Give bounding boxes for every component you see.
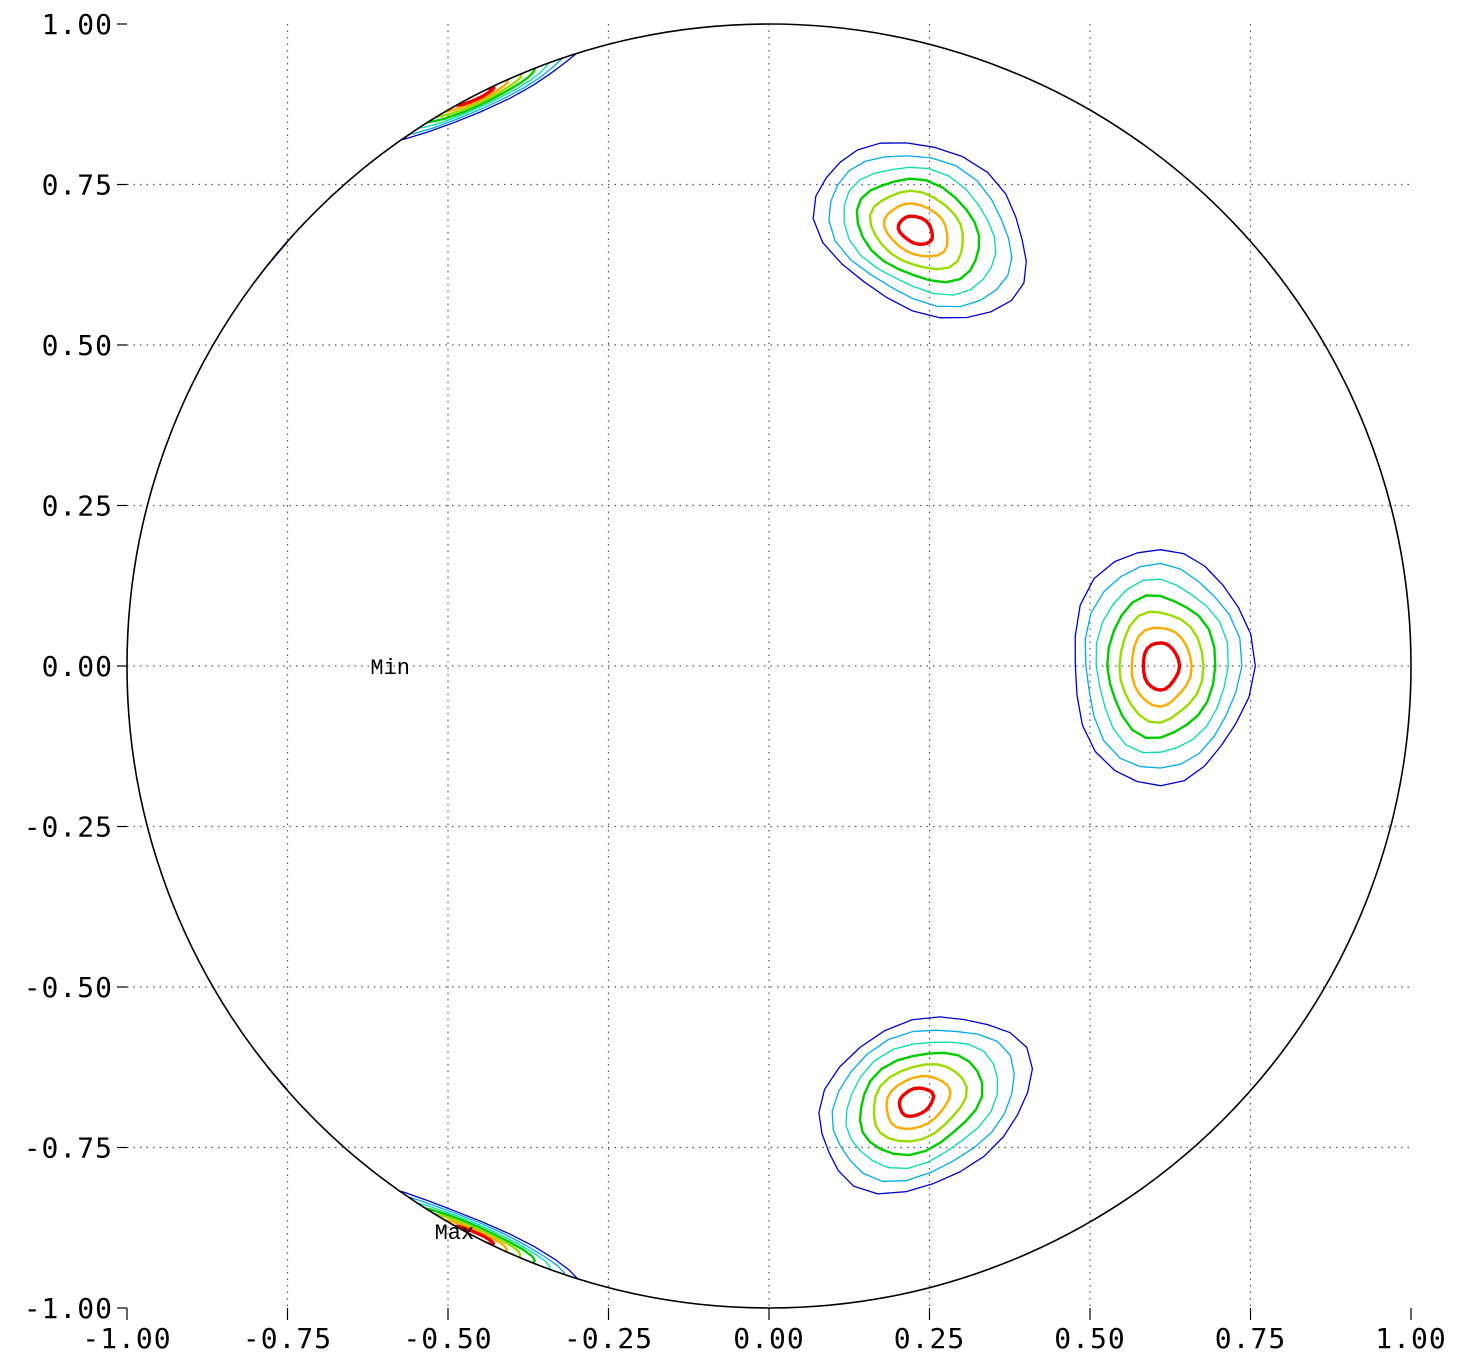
contour-level-3-right — [1106, 594, 1217, 740]
contour-level-0-lower-right — [818, 1016, 1034, 1195]
contour-edge-trace-upper — [187, 241, 288, 391]
contour-level-3-upper-right — [855, 177, 981, 284]
x-tick-label-3: -0.25 — [564, 1322, 653, 1355]
x-tick-label-0: -1.00 — [82, 1322, 171, 1355]
x-tick-label-2: -0.50 — [403, 1322, 492, 1355]
annotation-min: Min — [370, 656, 410, 681]
contour-level-4-upper-right — [868, 189, 964, 271]
contour-level-5-upper-left-edge — [440, 79, 510, 113]
grid-lines — [127, 24, 1411, 1308]
y-tick-label-8: -1.00 — [24, 1292, 113, 1325]
x-tick-label-4: 0.00 — [733, 1322, 804, 1355]
contour-level-0-upper-right — [812, 142, 1027, 319]
contour-level-0-right — [1074, 549, 1256, 787]
contour-level-5-right — [1130, 626, 1193, 708]
x-tick-label-6: 0.50 — [1054, 1322, 1125, 1355]
y-tick-label-1: 0.75 — [42, 169, 113, 202]
y-tick-label-3: 0.25 — [42, 490, 113, 523]
contour-level-6-lower-right — [897, 1086, 936, 1119]
contour-level-2-upper-right — [843, 166, 997, 296]
contour-level-1-lower-right — [831, 1029, 1015, 1183]
y-tick-label-0: 1.00 — [42, 8, 113, 41]
contour-level-6-upper-right — [896, 214, 935, 246]
annotation-max: Max — [435, 1221, 475, 1246]
contour-level-1-right — [1084, 562, 1243, 769]
x-tick-label-5: 0.25 — [894, 1322, 965, 1355]
x-tick-label-8: 1.00 — [1375, 1322, 1446, 1355]
y-tick-label-5: -0.25 — [24, 811, 113, 844]
contour-level-1-upper-right — [828, 155, 1013, 308]
y-tick-label-6: -0.50 — [24, 971, 113, 1004]
axes: 1.00 0.75 0.50 0.25 0.00 -0.25 -0.50 -0.75 -1.00… — [24, 8, 1446, 1355]
contour-edge-trace-lower — [187, 941, 288, 1091]
contour-peak-lower-right — [818, 1016, 1034, 1195]
contour-level-5-upper-right — [883, 202, 949, 258]
annotations: Min Max — [370, 656, 474, 1246]
contour-level-2-right — [1095, 578, 1229, 754]
contour-level-4-right — [1118, 610, 1205, 724]
y-tick-label-4: 0.00 — [42, 650, 113, 683]
contour-level-5-lower-right — [885, 1074, 952, 1130]
y-tick-label-7: -0.75 — [24, 1132, 113, 1165]
y-tick-label-2: 0.50 — [42, 329, 113, 362]
contour-level-6-right — [1141, 641, 1182, 692]
contour-peak-upper-right — [812, 142, 1027, 319]
contour-level-2-lower-right — [845, 1041, 999, 1170]
contour-level-3-lower-right — [858, 1051, 984, 1157]
x-tick-label-1: -0.75 — [243, 1322, 332, 1355]
unit-circle-boundary — [126, 23, 1412, 1309]
x-tick-label-7: 0.75 — [1215, 1322, 1286, 1355]
contour-peak-right — [1074, 549, 1256, 787]
contour-level-4-lower-right — [872, 1063, 968, 1143]
